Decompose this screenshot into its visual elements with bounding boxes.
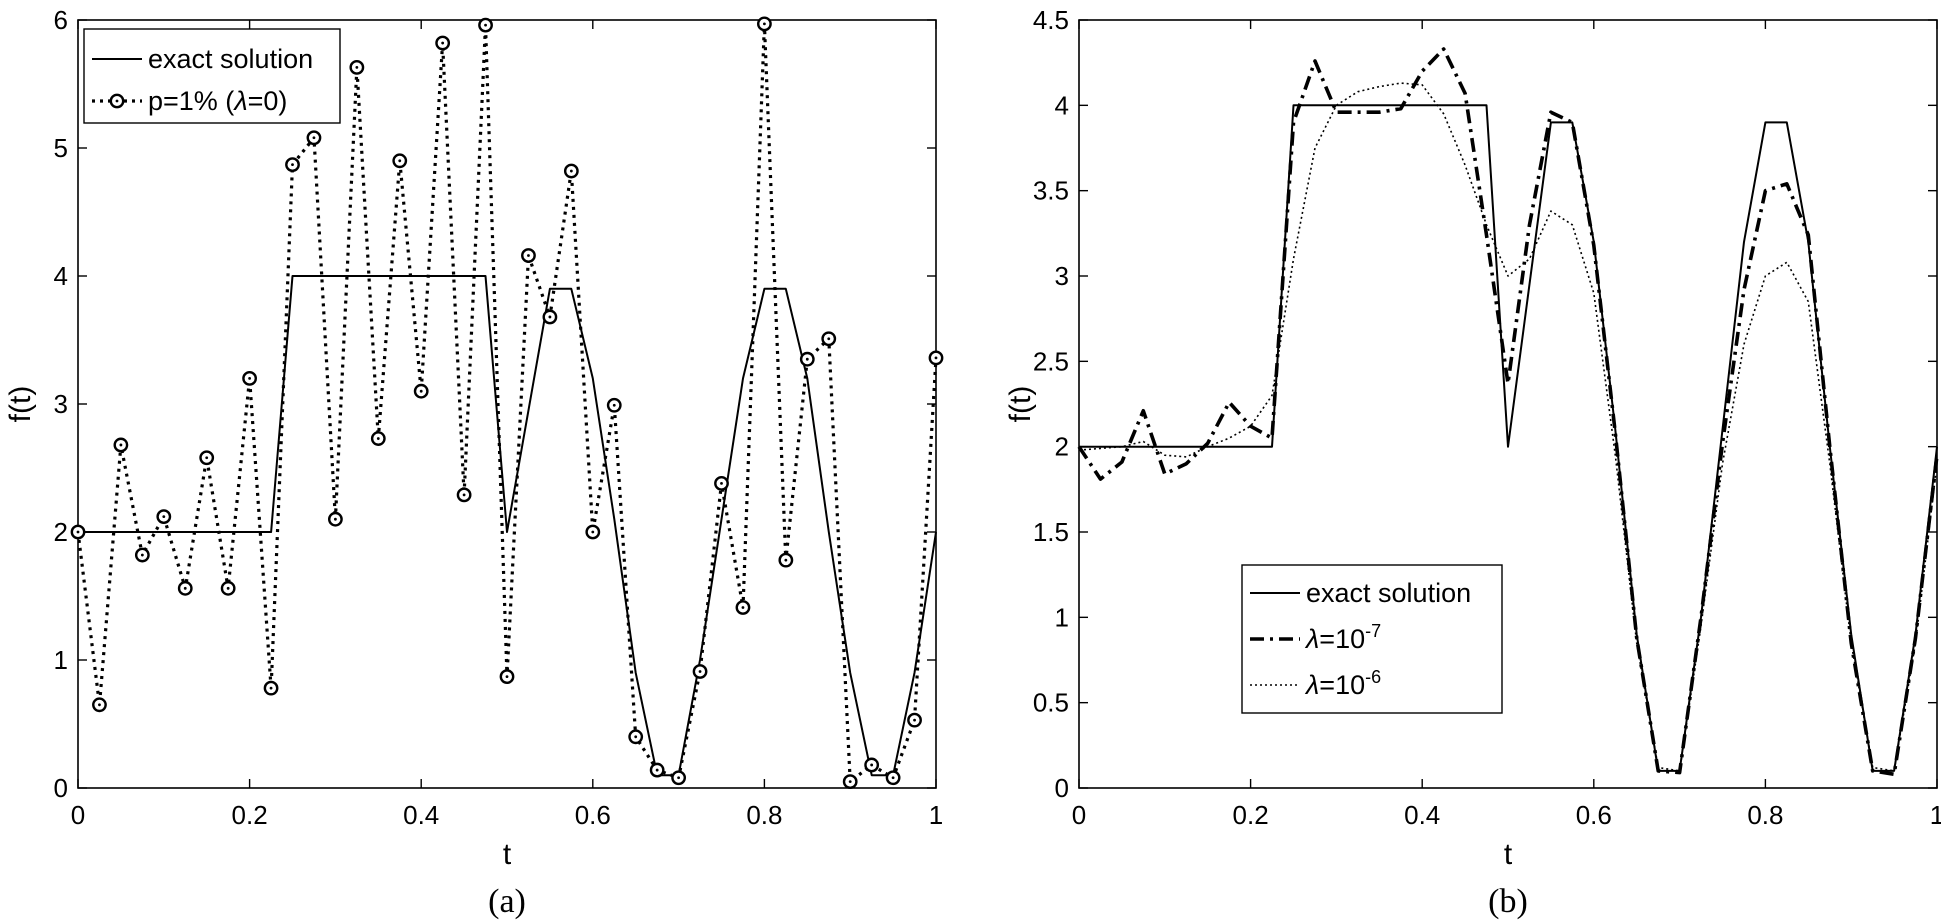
y-tick-label: 1.5 [1033, 517, 1069, 547]
x-axis-label: t [503, 838, 512, 871]
data-point-center [398, 159, 402, 163]
y-tick-label: 3.5 [1033, 176, 1069, 206]
data-point-center [505, 675, 509, 679]
data-point-center [655, 768, 659, 772]
legend: exact solution λ=10-7 λ=10-6 [1241, 564, 1503, 714]
data-point-center [698, 670, 702, 673]
data-point-center [248, 377, 252, 380]
legend-entry-label: p=1% (λ=0) [148, 86, 287, 116]
data-point-center [484, 23, 487, 27]
data-point-center [827, 337, 831, 341]
y-tick-label: 0 [1055, 773, 1069, 803]
data-point-center [205, 456, 209, 460]
data-point-center [591, 530, 595, 534]
chart-panel-1: 0 0.2 0.4 0.6 0.8 1 0 1 2 3 4 5 6 t f(t) (a) exact solut… [4, 5, 944, 920]
chart-panel-2: 0 0.2 0.4 0.6 0.8 1 0 0.5 1 1.5 2 2.5 3 3.5 4 4.5 t f(t) (… [1004, 5, 1941, 920]
data-point-center [419, 389, 423, 393]
series-line-2 [76, 22, 938, 784]
data-point-center [612, 403, 616, 407]
data-point-center [441, 41, 445, 45]
data-point-center [720, 481, 723, 485]
data-point-center [291, 163, 294, 167]
data-point-center [355, 65, 359, 69]
data-point-center [269, 686, 273, 690]
series-line-3 [1078, 82, 1938, 772]
data-point-center [376, 437, 380, 440]
y-tick-label: 1 [1055, 602, 1069, 632]
data-point-center [913, 718, 916, 722]
data-point-center [934, 356, 938, 360]
x-tick-label: 0 [1072, 800, 1086, 830]
data-point-center [527, 254, 530, 257]
legend-entry-label: λ=10-6 [1304, 667, 1381, 700]
y-tick-label: 4 [54, 261, 68, 291]
y-tick-label: 4.5 [1033, 5, 1069, 35]
data-point-center [848, 780, 852, 783]
x-tick-label: 0.8 [1747, 800, 1783, 830]
data-point-center [741, 606, 745, 609]
data-point-center [548, 315, 552, 319]
data-point-center [140, 553, 144, 557]
x-tick-label: 0.2 [232, 800, 268, 830]
data-point-center [226, 586, 230, 590]
x-tick-label: 0.6 [1576, 800, 1612, 830]
x-axis-label: t [1504, 838, 1513, 871]
series-line-1 [1079, 104, 1938, 772]
y-axis-label: f(t) [1004, 386, 1037, 423]
y-tick-label: 2 [54, 517, 68, 547]
x-tick-label: 1 [929, 800, 943, 830]
panel-caption: (b) [1488, 883, 1528, 920]
y-tick-label: 3 [54, 389, 68, 419]
x-tick-label: 0.4 [403, 800, 439, 830]
data-point-center [569, 169, 573, 173]
x-tick-label: 1 [1930, 800, 1941, 830]
data-point-center [784, 558, 788, 562]
data-point-center [183, 586, 187, 590]
data-point-center [334, 517, 337, 521]
x-tick-label: 0.6 [575, 800, 611, 830]
y-tick-label: 2.5 [1033, 346, 1069, 376]
x-tick-label: 0.8 [746, 800, 782, 830]
y-tick-label: 2 [1055, 432, 1069, 462]
data-point-center [634, 735, 638, 739]
y-tick-label: 0.5 [1033, 688, 1069, 718]
data-point-center [162, 515, 166, 519]
legend-entry-label: λ=10-7 [1304, 621, 1381, 654]
y-tick-label: 4 [1055, 90, 1069, 120]
y-tick-label: 3 [1055, 261, 1069, 291]
legend-box [83, 28, 341, 124]
y-axis-label: f(t) [4, 386, 37, 423]
panel-caption: (a) [488, 883, 526, 920]
data-point-center [98, 703, 101, 707]
y-tick-label: 5 [54, 133, 68, 163]
data-point-center [763, 22, 766, 26]
legend-entry-label: exact solution [148, 44, 313, 74]
x-tick-label: 0.2 [1233, 800, 1269, 830]
data-point-center [462, 493, 466, 497]
data-point-center [870, 763, 874, 767]
series-line-2 [1077, 47, 1939, 777]
legend: exact solution p=1% (λ=0) [83, 28, 341, 124]
y-tick-label: 6 [54, 5, 68, 35]
data-point-center [805, 357, 809, 361]
y-tick-label: 0 [54, 773, 68, 803]
data-point-center [119, 443, 123, 447]
series-line-1 [78, 275, 937, 777]
x-tick-label: 0.4 [1404, 800, 1440, 830]
data-point-center [677, 776, 680, 780]
legend-marker-center [115, 99, 119, 103]
plot-frame [1078, 19, 1938, 789]
y-tick-label: 1 [54, 645, 68, 675]
x-tick-label: 0 [71, 800, 85, 830]
data-point-center [891, 776, 895, 780]
data-point-center [312, 136, 316, 140]
legend-entry-label: exact solution [1306, 578, 1471, 608]
data-point-center [76, 530, 80, 534]
